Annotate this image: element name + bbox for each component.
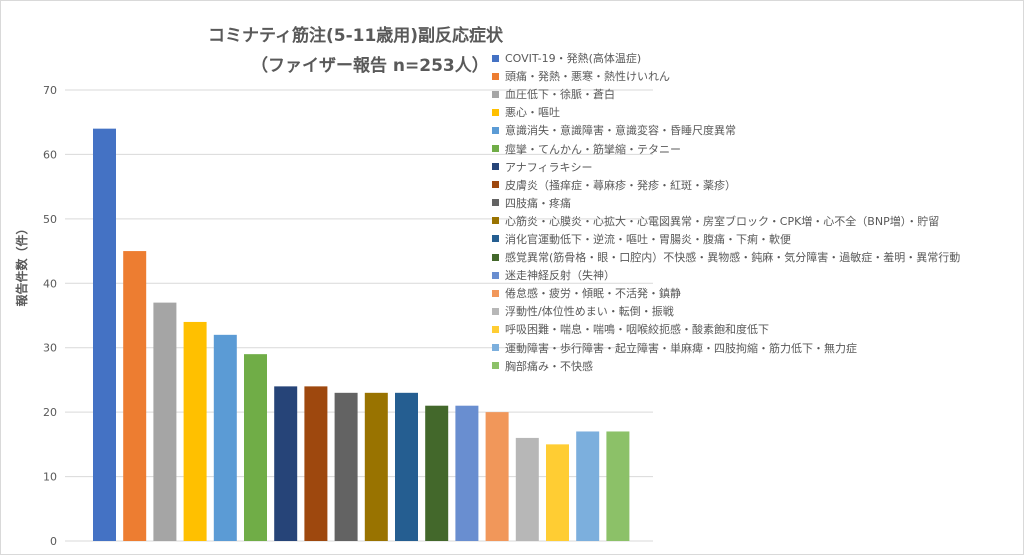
- legend-label: 頭痛・発熱・悪寒・熱性けいれん: [505, 70, 670, 84]
- bar-18: [606, 431, 630, 541]
- legend-label: 四肢痛・疼痛: [505, 196, 571, 210]
- bar-15: [515, 437, 539, 541]
- bar-7: [274, 386, 298, 541]
- legend-item: COVIT-19・発熱(高体温症): [492, 49, 1022, 67]
- legend-swatch: [492, 289, 499, 297]
- legend-item: 倦怠感・疲労・傾眠・不活発・鎮静: [492, 284, 1022, 302]
- legend-label: 浮動性/体位性めまい・転倒・振戦: [505, 305, 674, 319]
- bar-8: [304, 386, 328, 541]
- legend-item: 感覚異常(筋骨格・眼・口腔内）不快感・異物感・鈍麻・気分障害・過敏症・羞明・異常…: [492, 248, 1022, 266]
- bar-14: [485, 412, 509, 541]
- legend-swatch: [492, 235, 499, 243]
- legend-swatch: [492, 307, 499, 315]
- legend-item: 四肢痛・疼痛: [492, 194, 1022, 212]
- bar-11: [395, 392, 418, 541]
- legend-swatch: [492, 325, 499, 333]
- legend-item: 心筋炎・心膜炎・心拡大・心電図異常・房室ブロック・CPK増・心不全（BNP増）・…: [492, 212, 1022, 230]
- bar-2: [123, 251, 147, 542]
- bar-12: [425, 405, 449, 541]
- bar-6: [244, 354, 267, 541]
- legend-swatch: [492, 344, 499, 352]
- legend-swatch: [492, 253, 499, 261]
- legend-swatch: [492, 362, 499, 370]
- legend-label: 皮膚炎（掻痒症・蕁麻疹・発疹・紅斑・薬疹）: [505, 178, 736, 192]
- legend-swatch: [492, 181, 499, 189]
- legend-label: アナフィラキシー: [505, 160, 593, 174]
- chart-legend: COVIT-19・発熱(高体温症) 頭痛・発熱・悪寒・熱性けいれん 血圧低下・徐脈・…: [492, 49, 1022, 375]
- legend-item: 血圧低下・徐脈・蒼白: [492, 85, 1022, 103]
- chart-title-line-2: （ファイザー報告 n=253人）: [251, 56, 489, 76]
- legend-item: アナフィラキシー: [492, 158, 1022, 176]
- bar-9: [334, 392, 358, 541]
- legend-label: 痙攣・てんかん・筋攣縮・テタニー: [505, 142, 681, 156]
- legend-swatch: [492, 54, 499, 62]
- y-tick-label: 0: [50, 535, 57, 548]
- bar-3: [153, 302, 177, 541]
- legend-swatch: [492, 145, 499, 153]
- legend-label: COVIT-19・発熱(高体温症): [505, 52, 642, 66]
- legend-swatch: [492, 199, 499, 207]
- bar-13: [455, 405, 479, 541]
- legend-label: 意識消失・意識障害・意識変容・昏睡尺度異常: [505, 124, 736, 138]
- legend-item: 消化官運動低下・逆流・嘔吐・胃腸炎・腹痛・下痢・軟便: [492, 230, 1022, 248]
- legend-label: 悪心・嘔吐: [505, 106, 560, 120]
- legend-swatch: [492, 163, 499, 171]
- legend-item: 迷走神経反射（失神）: [492, 266, 1022, 284]
- y-tick-label: 20: [43, 406, 57, 419]
- legend-label: 心筋炎・心膜炎・心拡大・心電図異常・房室ブロック・CPK増・心不全（BNP増）・…: [505, 214, 940, 228]
- y-tick-label: 50: [43, 213, 57, 226]
- legend-swatch: [492, 72, 499, 80]
- chart-title-line-1: コミナティ筋注(5-11歳用)副反応症状: [208, 26, 504, 46]
- legend-swatch: [492, 126, 499, 134]
- bar-4: [183, 321, 207, 541]
- legend-item: 呼吸困難・喘息・喘鳴・咽喉絞扼感・酸素飽和度低下: [492, 320, 1022, 338]
- bar-1: [93, 128, 116, 541]
- y-tick-label: 60: [43, 148, 57, 161]
- legend-label: 胸部痛み・不快感: [505, 359, 593, 373]
- legend-item: 運動障害・歩行障害・起立障害・単麻痺・四肢拘縮・筋力低下・無力症: [492, 339, 1022, 357]
- legend-item: 意識消失・意識障害・意識変容・昏睡尺度異常: [492, 121, 1022, 139]
- bar-5: [213, 334, 237, 541]
- legend-item: 胸部痛み・不快感: [492, 357, 1022, 375]
- bar-10: [364, 392, 388, 541]
- legend-swatch: [492, 271, 499, 279]
- legend-label: 呼吸困難・喘息・喘鳴・咽喉絞扼感・酸素飽和度低下: [505, 323, 769, 337]
- legend-item: 浮動性/体位性めまい・転倒・振戦: [492, 302, 1022, 320]
- legend-label: 運動障害・歩行障害・起立障害・単麻痺・四肢拘縮・筋力低下・無力症: [505, 341, 857, 355]
- legend-item: 皮膚炎（掻痒症・蕁麻疹・発疹・紅斑・薬疹）: [492, 176, 1022, 194]
- legend-label: 消化官運動低下・逆流・嘔吐・胃腸炎・腹痛・下痢・軟便: [505, 232, 791, 246]
- y-tick-label: 70: [43, 84, 57, 97]
- y-tick-label: 30: [43, 342, 57, 355]
- y-tick-label: 40: [43, 277, 57, 290]
- legend-item: 頭痛・発熱・悪寒・熱性けいれん: [492, 67, 1022, 85]
- y-tick-label: 10: [43, 471, 57, 484]
- legend-swatch: [492, 90, 499, 98]
- legend-label: 感覚異常(筋骨格・眼・口腔内）不快感・異物感・鈍麻・気分障害・過敏症・羞明・異常…: [505, 251, 961, 265]
- legend-swatch: [492, 108, 499, 116]
- bar-16: [546, 444, 569, 541]
- legend-label: 倦怠感・疲労・傾眠・不活発・鎮静: [505, 287, 681, 301]
- legend-label: 血圧低下・徐脈・蒼白: [505, 88, 615, 102]
- legend-item: 痙攣・てんかん・筋攣縮・テタニー: [492, 139, 1022, 157]
- bar-17: [576, 431, 600, 541]
- legend-label: 迷走神経反射（失神）: [505, 269, 615, 283]
- legend-item: 悪心・嘔吐: [492, 103, 1022, 121]
- legend-swatch: [492, 217, 499, 225]
